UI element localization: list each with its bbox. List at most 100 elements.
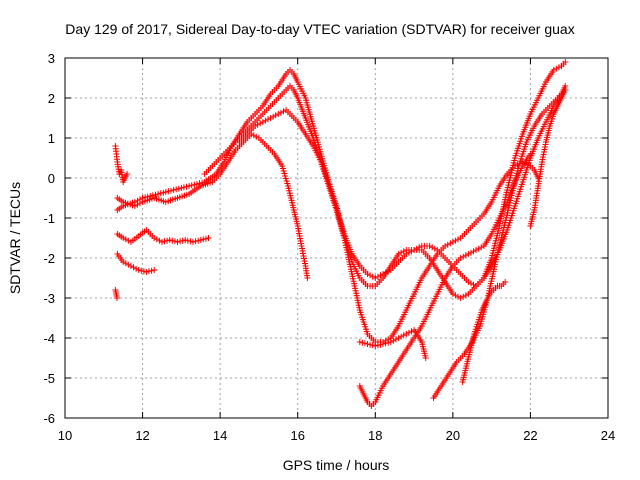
x-tick-label: 24: [601, 428, 615, 443]
data-point: [125, 261, 132, 268]
data-point: [180, 184, 187, 191]
data-point: [156, 237, 163, 244]
data-series: [236, 107, 542, 345]
data-point: [455, 293, 461, 300]
data-point: [470, 248, 477, 255]
data-point: [361, 340, 368, 347]
data-point: [367, 272, 374, 279]
data-series: [114, 227, 212, 245]
data-point: [364, 271, 371, 277]
data-series: [356, 327, 429, 361]
data-point: [475, 245, 482, 252]
data-point: [182, 237, 189, 243]
data-point: [400, 332, 407, 339]
data-point: [152, 191, 159, 198]
data-point: [168, 187, 174, 194]
data-point: [553, 65, 560, 72]
data-point: [151, 267, 158, 273]
data-point: [161, 238, 168, 245]
data-point: [356, 339, 363, 345]
x-tick-label: 16: [290, 428, 304, 443]
data-points: [112, 59, 569, 409]
data-point: [473, 247, 480, 253]
y-tick-label: -2: [43, 251, 55, 266]
data-point: [153, 236, 160, 243]
data-point: [257, 120, 264, 127]
data-point: [127, 263, 134, 269]
data-point: [393, 336, 399, 343]
data-point: [253, 133, 260, 140]
data-point: [144, 193, 151, 200]
data-point: [164, 237, 171, 244]
data-point: [462, 252, 469, 259]
y-tick-label: 1: [48, 131, 55, 146]
data-point: [205, 235, 212, 241]
data-point: [195, 237, 202, 244]
data-point: [265, 116, 271, 123]
data-point: [131, 199, 138, 205]
data-point: [149, 192, 156, 199]
chart-title: Day 129 of 2017, Sidereal Day-to-day VTE…: [65, 21, 574, 37]
data-point: [262, 117, 269, 124]
data-point: [426, 243, 433, 249]
data-point: [562, 87, 569, 93]
data-point: [403, 331, 410, 337]
data-point: [465, 251, 472, 257]
data-point: [452, 292, 459, 299]
data-point: [452, 237, 459, 244]
data-point: [372, 343, 379, 349]
y-tick-label: -5: [43, 371, 55, 386]
data-point: [367, 341, 374, 348]
data-point: [275, 111, 282, 117]
data-point: [120, 259, 127, 265]
data-point: [193, 181, 200, 187]
data-point: [187, 238, 194, 245]
data-point: [157, 190, 164, 197]
data-point: [550, 67, 557, 73]
data-point: [133, 265, 140, 272]
data-series: [112, 287, 120, 301]
data-point: [155, 191, 162, 197]
y-tick-label: -3: [43, 291, 55, 306]
data-point: [478, 244, 485, 251]
data-point: [120, 235, 127, 241]
data-point: [188, 182, 195, 189]
x-tick-label: 14: [213, 428, 227, 443]
data-point: [422, 355, 429, 361]
x-tick-label: 20: [446, 428, 460, 443]
data-point: [162, 189, 169, 195]
data-point: [147, 193, 154, 199]
data-point: [166, 237, 173, 243]
data-point: [134, 197, 141, 204]
data-series: [201, 83, 569, 301]
data-series: [459, 279, 509, 385]
data-point: [374, 273, 381, 280]
data-point: [272, 112, 279, 119]
data-point: [465, 279, 472, 285]
data-point: [562, 59, 569, 65]
data-point: [199, 179, 205, 186]
data-point: [171, 238, 178, 245]
plot-frame: [64, 57, 609, 419]
data-point: [254, 121, 261, 128]
data-point: [555, 64, 562, 71]
data-point: [175, 185, 182, 192]
data-point: [442, 243, 449, 249]
data-point: [398, 333, 405, 340]
data-point: [114, 295, 120, 301]
data-point: [267, 115, 274, 121]
data-point: [190, 239, 196, 245]
y-axis-title: SDTVAR / TECUs: [7, 182, 23, 294]
data-point: [277, 109, 284, 116]
data-point: [165, 188, 172, 195]
data-point: [444, 241, 451, 248]
data-point: [460, 293, 467, 300]
data-point: [385, 339, 392, 346]
data-point: [462, 292, 469, 299]
data-point: [372, 275, 379, 281]
data-point: [259, 119, 266, 125]
data-point: [192, 238, 199, 245]
data-point: [374, 342, 381, 349]
y-tick-label: 0: [48, 171, 55, 186]
